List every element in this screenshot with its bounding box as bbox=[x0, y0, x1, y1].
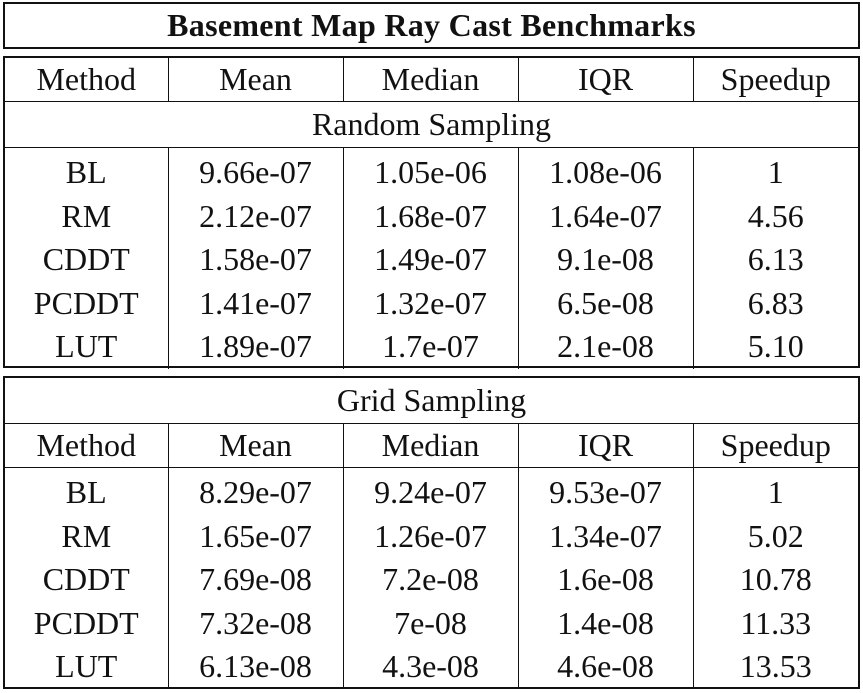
section-label-grid: Grid Sampling bbox=[5, 378, 858, 424]
method-cell: CDDT bbox=[42, 241, 130, 277]
table-row: PCDDT 1.41e-07 1.32e-07 6.5e-08 6.83 bbox=[5, 281, 858, 325]
header-mean: Mean bbox=[167, 58, 343, 102]
mean-cell: 9.66e-07 bbox=[167, 147, 343, 195]
header-median: Median bbox=[342, 423, 518, 468]
method-cell: LUT bbox=[55, 648, 118, 684]
random-sampling-table: Method Mean Median IQR Speedup Random Sa… bbox=[3, 56, 860, 369]
iqr-cell: 9.53e-07 bbox=[517, 467, 693, 515]
mean-cell: 1.65e-07 bbox=[167, 514, 343, 558]
table-row: RM 2.12e-07 1.68e-07 1.64e-07 4.56 bbox=[5, 194, 858, 238]
median-cell: 1.32e-07 bbox=[342, 281, 518, 325]
grid-header-row: Method Mean Median IQR Speedup bbox=[5, 423, 858, 468]
grid-section-row: Grid Sampling bbox=[5, 378, 858, 424]
header-method: Method bbox=[5, 423, 168, 468]
iqr-cell: 4.6e-08 bbox=[517, 645, 693, 689]
grid-sampling-table: Grid Sampling Method Mean Median IQR Spe… bbox=[3, 376, 860, 689]
method-cell: BL bbox=[65, 154, 107, 190]
method-cell: CDDT bbox=[42, 561, 130, 597]
median-cell: 1.05e-06 bbox=[342, 147, 518, 195]
section-label-random: Random Sampling bbox=[5, 101, 858, 148]
mean-cell: 8.29e-07 bbox=[167, 467, 343, 515]
method-cell: RM bbox=[61, 197, 112, 234]
header-median: Median bbox=[342, 58, 518, 102]
iqr-cell: 1.4e-08 bbox=[517, 601, 693, 645]
speedup-cell: 6.13 bbox=[692, 238, 858, 282]
iqr-cell: 2.1e-08 bbox=[517, 325, 693, 369]
mean-cell: 2.12e-07 bbox=[167, 194, 343, 238]
random-table: Method Mean Median IQR Speedup Random Sa… bbox=[5, 58, 858, 369]
speedup-cell: 10.78 bbox=[692, 558, 858, 602]
speedup-cell: 13.53 bbox=[692, 645, 858, 689]
iqr-cell: 1.6e-08 bbox=[517, 558, 693, 602]
method-cell: PCDDT bbox=[33, 284, 139, 321]
table-row: BL 9.66e-07 1.05e-06 1.08e-06 1 bbox=[5, 147, 858, 195]
median-cell: 1.26e-07 bbox=[342, 514, 518, 558]
iqr-cell: 1.34e-07 bbox=[517, 514, 693, 558]
median-cell: 1.68e-07 bbox=[342, 194, 518, 238]
speedup-cell: 11.33 bbox=[692, 601, 858, 645]
median-cell: 1.49e-07 bbox=[342, 238, 518, 282]
header-iqr: IQR bbox=[517, 423, 693, 468]
median-cell: 7e-08 bbox=[342, 601, 518, 645]
title-box: Basement Map Ray Cast Benchmarks bbox=[3, 2, 860, 49]
method-cell: RM bbox=[61, 517, 112, 554]
grid-table: Grid Sampling Method Mean Median IQR Spe… bbox=[5, 378, 858, 689]
speedup-cell: 1 bbox=[692, 147, 858, 195]
median-cell: 7.2e-08 bbox=[342, 558, 518, 602]
header-mean: Mean bbox=[167, 423, 343, 468]
random-section-row: Random Sampling bbox=[5, 101, 858, 148]
median-cell: 9.24e-07 bbox=[342, 467, 518, 515]
speedup-cell: 5.02 bbox=[692, 514, 858, 558]
iqr-cell: 6.5e-08 bbox=[517, 281, 693, 325]
speedup-cell: 4.56 bbox=[692, 194, 858, 238]
header-method: Method bbox=[36, 61, 137, 97]
mean-cell: 6.13e-08 bbox=[167, 645, 343, 689]
mean-cell: 7.69e-08 bbox=[167, 558, 343, 602]
speedup-cell: 5.10 bbox=[692, 325, 858, 369]
speedup-cell: 6.83 bbox=[692, 281, 858, 325]
median-cell: 4.3e-08 bbox=[342, 645, 518, 689]
speedup-cell: 1 bbox=[692, 467, 858, 515]
method-cell: PCDDT bbox=[33, 604, 139, 641]
iqr-cell: 9.1e-08 bbox=[517, 238, 693, 282]
header-speedup: Speedup bbox=[692, 423, 858, 468]
iqr-cell: 1.64e-07 bbox=[517, 194, 693, 238]
mean-cell: 1.58e-07 bbox=[167, 238, 343, 282]
method-cell: LUT bbox=[55, 328, 118, 364]
table-row: PCDDT 7.32e-08 7e-08 1.4e-08 11.33 bbox=[5, 601, 858, 645]
table-row: BL 8.29e-07 9.24e-07 9.53e-07 1 bbox=[5, 467, 858, 515]
mean-cell: 7.32e-08 bbox=[167, 601, 343, 645]
table-row: LUT 1.89e-07 1.7e-07 2.1e-08 5.10 bbox=[5, 325, 858, 369]
header-speedup: Speedup bbox=[692, 58, 858, 102]
random-header-row: Method Mean Median IQR Speedup bbox=[5, 58, 858, 102]
table-row: CDDT 1.58e-07 1.49e-07 9.1e-08 6.13 bbox=[5, 238, 858, 282]
table-row: RM 1.65e-07 1.26e-07 1.34e-07 5.02 bbox=[5, 514, 858, 558]
median-cell: 1.7e-07 bbox=[342, 325, 518, 369]
table-title: Basement Map Ray Cast Benchmarks bbox=[167, 7, 696, 43]
mean-cell: 1.41e-07 bbox=[167, 281, 343, 325]
mean-cell: 1.89e-07 bbox=[167, 325, 343, 369]
table-row: CDDT 7.69e-08 7.2e-08 1.6e-08 10.78 bbox=[5, 558, 858, 602]
table-row: LUT 6.13e-08 4.3e-08 4.6e-08 13.53 bbox=[5, 645, 858, 689]
header-iqr: IQR bbox=[517, 58, 693, 102]
method-cell: BL bbox=[65, 474, 107, 510]
iqr-cell: 1.08e-06 bbox=[517, 147, 693, 195]
